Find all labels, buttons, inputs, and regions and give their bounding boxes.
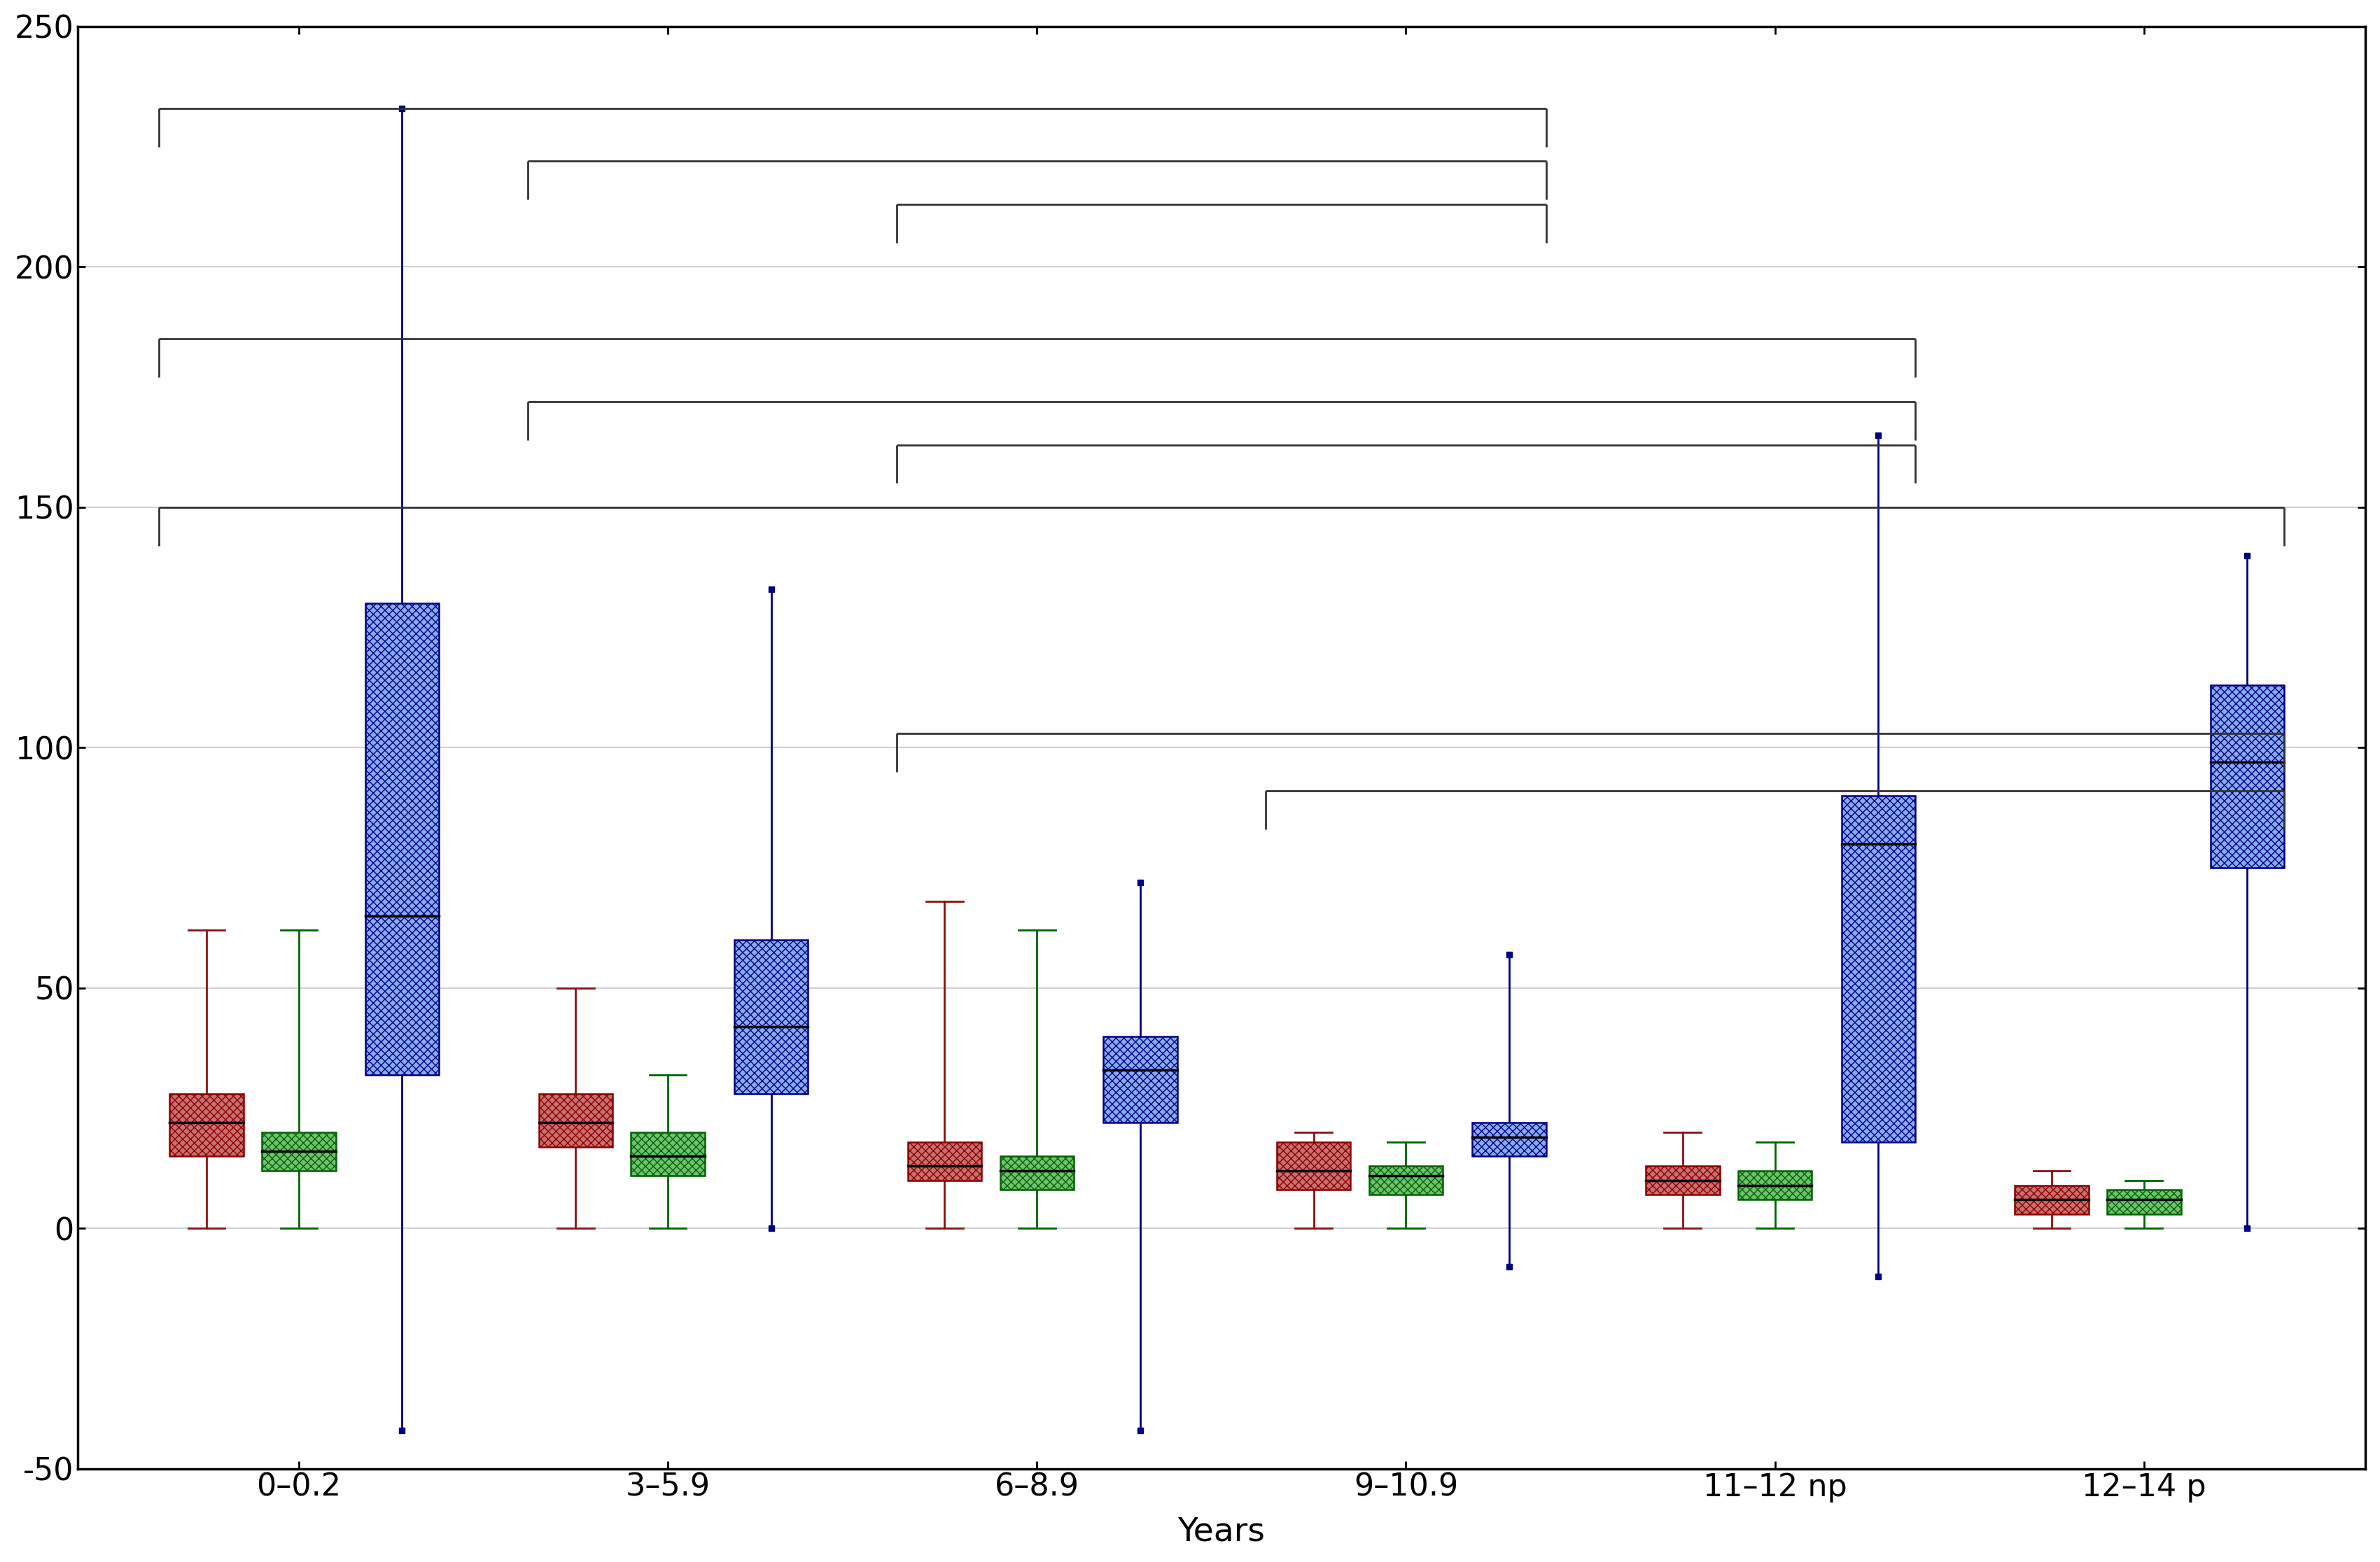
Bar bbox=[631, 1132, 704, 1176]
Bar bbox=[262, 1132, 336, 1172]
Bar bbox=[1842, 795, 1916, 1142]
Bar bbox=[1368, 1165, 1442, 1195]
Bar bbox=[2211, 686, 2285, 868]
Bar bbox=[735, 940, 809, 1093]
Bar bbox=[1104, 1036, 1178, 1123]
Bar bbox=[1000, 1156, 1073, 1190]
Bar bbox=[1647, 1165, 1721, 1195]
Bar bbox=[2016, 1186, 2090, 1214]
Bar bbox=[1737, 1172, 1811, 1200]
Bar bbox=[1473, 1123, 1547, 1156]
Bar bbox=[2106, 1190, 2180, 1214]
X-axis label: Years: Years bbox=[1178, 1517, 1266, 1548]
Bar bbox=[907, 1142, 981, 1181]
Bar bbox=[169, 1093, 243, 1156]
Bar bbox=[1276, 1142, 1349, 1190]
Bar bbox=[538, 1093, 612, 1147]
Bar bbox=[364, 603, 438, 1075]
